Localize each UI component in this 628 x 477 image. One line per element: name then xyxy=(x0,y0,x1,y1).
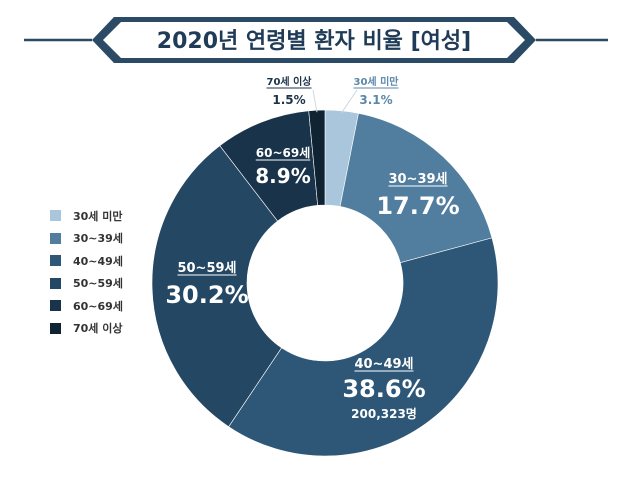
legend-swatch-3 xyxy=(50,255,61,267)
slice-1-30-leader-line xyxy=(341,89,358,114)
legend-label-3: 40~49세 xyxy=(73,254,123,268)
slice-4-50-59-percent-label: 30.2% xyxy=(165,281,248,309)
legend-item-6: 70세 이상 xyxy=(50,321,123,336)
legend-label-2: 30~39세 xyxy=(73,232,123,246)
legend-swatch-6 xyxy=(50,322,61,334)
slice-3-40-49-name-label: 40~49세 xyxy=(354,357,413,372)
legend-swatch-2 xyxy=(50,232,61,244)
legend: 30세 미만 30~39세 40~49세 50~59세 60~69세 70세 이상 xyxy=(50,208,123,344)
chart-title: 2020년 연령별 환자 비율 [여성] xyxy=(157,29,471,54)
legend-label-4: 50~59세 xyxy=(73,277,123,291)
slice-6-70-leader-line xyxy=(312,89,318,113)
slice-1-30-percent-label: 3.1% xyxy=(359,93,392,107)
slice-3-40-49 xyxy=(228,237,499,457)
legend-item-1: 30세 미만 xyxy=(50,208,123,223)
slice-1-30-name-label: 30세 미만 xyxy=(354,75,400,88)
slices-group xyxy=(151,109,499,457)
legend-item-5: 60~69세 xyxy=(50,298,123,313)
slice-6-70 xyxy=(308,109,326,206)
slice-5-60-69-name-label: 60~69세 xyxy=(256,145,311,160)
slice-3-40-49-count-label: 200,323명 xyxy=(351,407,417,421)
slice-6-70-percent-label: 1.5% xyxy=(272,93,305,107)
legend-label-5: 60~69세 xyxy=(73,299,123,313)
slice-2-30-39-name-label: 30~39세 xyxy=(388,172,447,187)
legend-swatch-4 xyxy=(50,277,61,289)
slice-4-50-59 xyxy=(151,145,282,428)
legend-swatch-5 xyxy=(50,300,61,312)
slice-5-60-69-percent-label: 8.9% xyxy=(255,164,310,188)
slice-2-30-39 xyxy=(339,112,493,264)
legend-label-1: 30세 미만 xyxy=(73,209,123,223)
slice-3-40-49-percent-label: 38.6% xyxy=(342,375,425,403)
labels-group: 30세 미만 3.1% 30~39세 17.7% 40~49세 38.6% 200,323명… xyxy=(165,75,459,421)
legend-label-6: 70세 이상 xyxy=(73,322,123,336)
slice-2-30-39-percent-label: 17.7% xyxy=(376,192,459,220)
legend-item-2: 30~39세 xyxy=(50,231,123,246)
banner-inner-plate xyxy=(103,22,525,58)
slice-6-70-name-label: 70세 이상 xyxy=(267,75,313,88)
legend-swatch-1 xyxy=(50,210,61,221)
legend-item-4: 50~59세 xyxy=(50,276,123,291)
legend-item-3: 40~49세 xyxy=(50,253,123,268)
slice-4-50-59-name-label: 50~59세 xyxy=(177,261,236,276)
title-banner: 2020년 연령별 환자 비율 [여성] xyxy=(24,17,608,63)
